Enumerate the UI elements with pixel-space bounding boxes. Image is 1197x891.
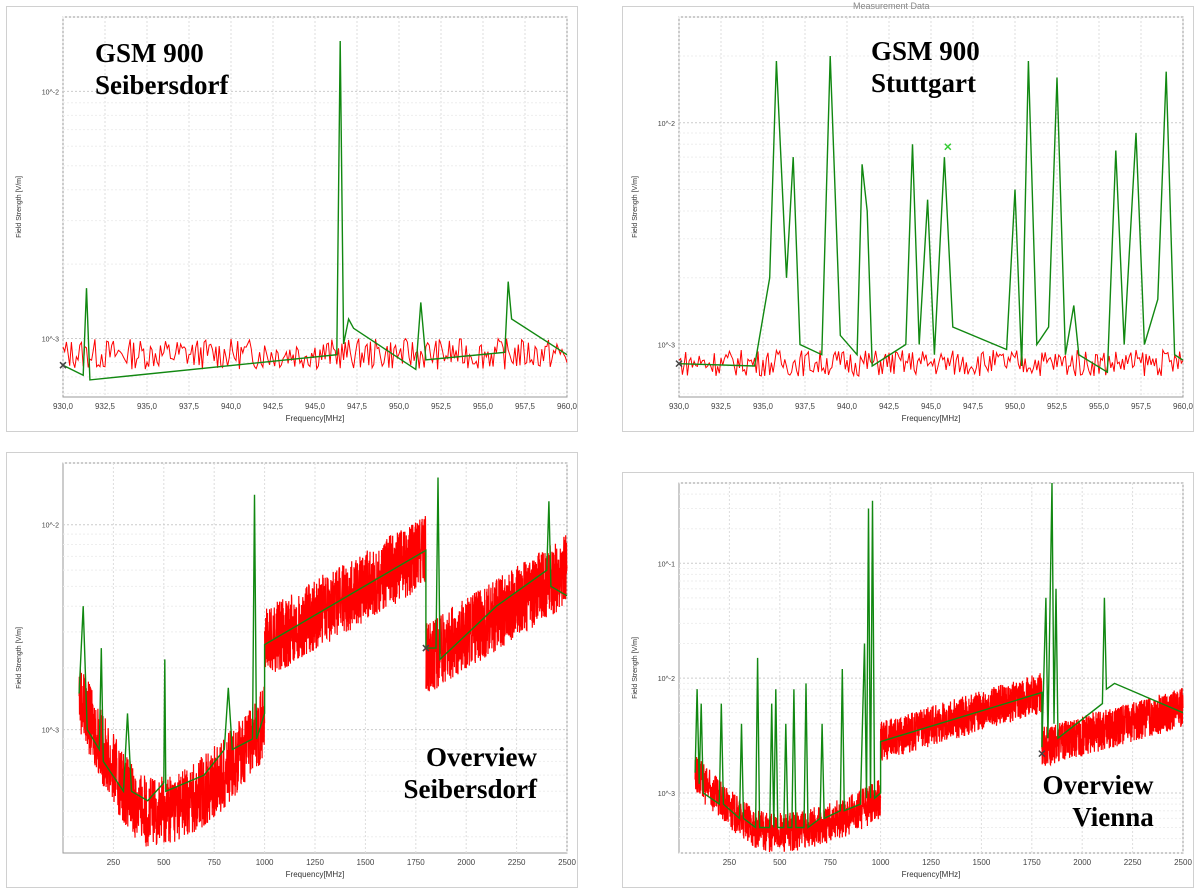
x-tick-label: 947,5 <box>347 402 368 411</box>
noise-series <box>264 515 427 672</box>
x-axis-label: Frequency[MHz] <box>286 870 345 879</box>
chart-label-line-1: GSM 900 <box>95 38 204 68</box>
x-tick-label: 250 <box>107 858 121 867</box>
x-tick-label: 932,5 <box>711 402 732 411</box>
peak-series <box>62 40 568 381</box>
x-tick-label: 935,0 <box>753 402 774 411</box>
marker-cross <box>59 361 67 369</box>
noise-series <box>678 348 1184 378</box>
chart-label: GSM 900 Stuttgart <box>871 35 980 99</box>
x-axis-label: Frequency[MHz] <box>286 414 345 423</box>
y-tick-label: 10^-2 <box>658 676 675 683</box>
y-tick-label: 10^-2 <box>42 89 59 96</box>
peak-series <box>78 477 568 802</box>
x-tick-label: 2500 <box>558 858 576 867</box>
x-tick-label: 940,0 <box>837 402 858 411</box>
x-tick-label: 950,0 <box>389 402 410 411</box>
chart-top-title: Measurement Data <box>853 1 930 11</box>
marker-cross <box>944 143 952 151</box>
chart-label: Overview Vienna <box>1003 769 1193 833</box>
x-tick-label: 250 <box>723 858 737 867</box>
noise-series <box>880 673 1043 761</box>
x-tick-label: 960,0 <box>557 402 577 411</box>
x-axis-label: Frequency[MHz] <box>902 870 961 879</box>
x-tick-label: 930,0 <box>53 402 74 411</box>
x-tick-label: 932,5 <box>95 402 116 411</box>
x-tick-label: 1750 <box>1023 858 1041 867</box>
marker-cross <box>422 644 430 652</box>
chart-panel-gsm-stuttgart: 930,0 932,5 935,0 937,5 940,0 942,5 945,0 947,5… <box>622 1 1194 432</box>
y-tick-label: 10^-3 <box>42 728 59 735</box>
x-tick-label: 750 <box>824 858 838 867</box>
x-tick-label: 2000 <box>1073 858 1091 867</box>
x-tick-label: 1000 <box>256 858 274 867</box>
x-tick-label: 945,0 <box>921 402 942 411</box>
chart-svg-3: 250 500 750 1000 1250 1500 1750 2000 2250 2500 10^… <box>632 482 1192 879</box>
chart-panel-overview-vienna: 250 500 750 1000 1250 1500 1750 2000 2250 2500 10^… <box>622 472 1194 888</box>
noise-series <box>425 535 568 692</box>
x-tick-label: 500 <box>157 858 171 867</box>
chart-label: Overview Seibersdorf <box>337 741 537 805</box>
chart-label-line-1: GSM 900 <box>871 36 980 66</box>
chart-svg-0: 930,0 932,5 935,0 937,5 940,0 942,5 945,0 947,5… <box>16 16 577 423</box>
chart-label-line-2: Seibersdorf <box>95 70 229 100</box>
x-tick-label: 2500 <box>1174 858 1192 867</box>
chart-panel-gsm-seibersdorf: 930,0 932,5 935,0 937,5 940,0 942,5 945,0 947,5… <box>6 6 578 432</box>
marker-cross <box>675 360 683 368</box>
peak-series <box>694 482 1184 829</box>
x-tick-label: 945,0 <box>305 402 326 411</box>
y-tick-label: 10^-2 <box>42 523 59 530</box>
chart-label-line-1: Overview <box>426 742 537 772</box>
x-tick-label: 2250 <box>508 858 526 867</box>
x-tick-label: 955,0 <box>1089 402 1110 411</box>
x-tick-label: 950,0 <box>1005 402 1026 411</box>
y-tick-label: 10^-2 <box>658 121 675 128</box>
x-tick-label: 942,5 <box>879 402 900 411</box>
x-tick-label: 935,0 <box>137 402 158 411</box>
x-tick-label: 1000 <box>872 858 890 867</box>
x-tick-label: 1500 <box>973 858 991 867</box>
x-tick-label: 947,5 <box>963 402 984 411</box>
x-tick-label: 1500 <box>357 858 375 867</box>
x-tick-label: 952,5 <box>431 402 452 411</box>
y-tick-label: 10^-3 <box>658 343 675 350</box>
x-tick-label: 955,0 <box>473 402 494 411</box>
x-tick-label: 2250 <box>1124 858 1142 867</box>
x-axis-label: Frequency[MHz] <box>902 414 961 423</box>
x-tick-label: 1750 <box>407 858 425 867</box>
y-tick-label: 10^-3 <box>658 791 675 798</box>
x-tick-label: 957,5 <box>1131 402 1152 411</box>
x-tick-label: 750 <box>208 858 222 867</box>
x-tick-label: 1250 <box>306 858 324 867</box>
x-tick-label: 957,5 <box>515 402 536 411</box>
x-tick-label: 952,5 <box>1047 402 1068 411</box>
x-tick-label: 1250 <box>922 858 940 867</box>
y-tick-label: 10^-3 <box>42 337 59 344</box>
marker-cross <box>1038 750 1046 758</box>
chart-label-line-1: Overview <box>1042 770 1154 800</box>
x-tick-label: 500 <box>773 858 787 867</box>
noise-series <box>62 337 568 371</box>
y-axis-label: Field Strength [V/m] <box>632 637 639 699</box>
chart-label-line-2: Vienna <box>1072 802 1154 832</box>
x-tick-label: 960,0 <box>1173 402 1193 411</box>
chart-panel-overview-seibersdorf: 250 500 750 1000 1250 1500 1750 2000 2250 2500 10^… <box>6 452 578 888</box>
chart-svg-2: 250 500 750 1000 1250 1500 1750 2000 2250 2500 10^… <box>16 462 576 879</box>
x-tick-label: 942,5 <box>263 402 284 411</box>
chart-svg-1: 930,0 932,5 935,0 937,5 940,0 942,5 945,0 947,5… <box>632 16 1193 423</box>
chart-label-line-2: Stuttgart <box>871 68 976 98</box>
y-axis-label: Field Strength [V/m] <box>632 176 639 238</box>
peak-series <box>678 55 1184 374</box>
y-axis-label: Field Strength [V/m] <box>16 176 23 238</box>
x-tick-label: 937,5 <box>795 402 816 411</box>
x-tick-label: 940,0 <box>221 402 242 411</box>
chart-label-line-2: Seibersdorf <box>403 774 537 804</box>
y-axis-label: Field Strength [V/m] <box>16 627 23 689</box>
x-tick-label: 2000 <box>457 858 475 867</box>
y-tick-label: 10^-1 <box>658 561 675 568</box>
x-tick-label: 937,5 <box>179 402 200 411</box>
chart-label: GSM 900 Seibersdorf <box>95 37 228 101</box>
x-tick-label: 930,0 <box>669 402 690 411</box>
